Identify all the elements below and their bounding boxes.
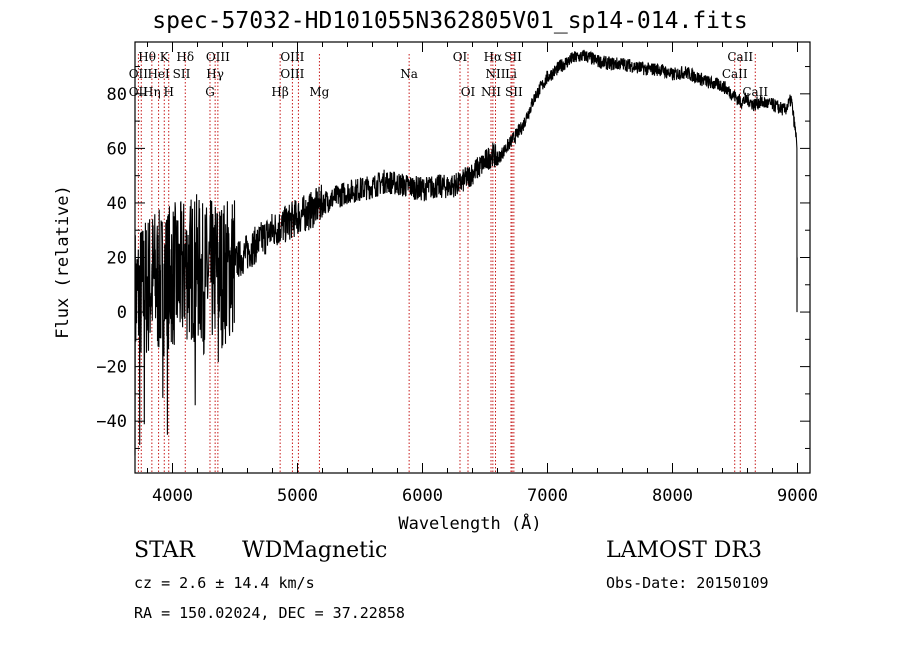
feature-label: NII	[481, 85, 501, 99]
feature-label: Hα	[484, 50, 503, 64]
redshift-text: cz = 2.6 ± 14.4 km/s	[134, 574, 315, 592]
feature-label: Hδ	[176, 50, 194, 64]
feature-label: OI	[461, 85, 476, 99]
feature-label: CaII	[742, 85, 768, 99]
feature-label: CaII	[727, 50, 753, 64]
feature-label: CaII	[722, 67, 748, 81]
feature-label: H	[164, 85, 174, 99]
feature-label: SII	[173, 67, 191, 81]
y-tick-label: −20	[96, 358, 127, 378]
feature-label: OIII	[280, 50, 304, 64]
feature-label: Na	[400, 67, 418, 81]
feature-label: OI	[453, 50, 468, 64]
feature-label: OIII	[280, 67, 304, 81]
observation-date: Obs-Date: 20150109	[606, 574, 769, 592]
x-tick-label: 8000	[652, 486, 693, 506]
coordinates: RA = 150.02024, DEC = 37.22858	[134, 604, 405, 622]
feature-label: OII	[129, 67, 149, 81]
plot-frame	[134, 41, 811, 474]
feature-label: HeI	[147, 67, 170, 81]
y-axis-label: Flux (relative)	[53, 185, 73, 339]
y-tick-label: 40	[107, 194, 127, 214]
y-tick-label: 60	[107, 139, 127, 159]
feature-label: NII	[486, 67, 506, 81]
x-tick-label: 7000	[527, 486, 568, 506]
object-class: STAR	[134, 538, 195, 563]
y-axis-ticks: −40 −20 0 20 40 60 80	[96, 66, 810, 449]
feature-label: OII	[129, 85, 149, 99]
feature-label: Hγ	[206, 67, 224, 81]
y-tick-label: −40	[96, 412, 127, 432]
feature-label: K	[160, 50, 170, 64]
spectrum-line	[134, 49, 798, 456]
feature-label: G	[205, 85, 215, 99]
chart-title: spec-57032-HD101055N362805V01_sp14-014.f…	[152, 8, 748, 34]
x-tick-label: 6000	[402, 486, 443, 506]
x-axis-label: Wavelength (Å)	[398, 512, 541, 534]
y-tick-label: 20	[107, 249, 127, 269]
survey-name: LAMOST DR3	[606, 538, 762, 563]
feature-label: Hη	[143, 85, 161, 99]
feature-label: SII	[505, 85, 523, 99]
object-subclass: WDMagnetic	[242, 538, 388, 563]
feature-label: Mg	[309, 85, 329, 99]
x-tick-label: 4000	[152, 486, 193, 506]
x-axis-ticks: 4000 5000 6000 7000 8000 9000	[147, 42, 818, 506]
feature-label: SII	[504, 50, 522, 64]
feature-label: Hβ	[271, 85, 288, 99]
x-tick-label: 9000	[777, 486, 818, 506]
feature-label: Hθ	[138, 50, 156, 64]
y-tick-label: 0	[117, 303, 127, 323]
y-tick-label: 80	[107, 85, 127, 105]
feature-label: Li	[505, 67, 517, 81]
x-tick-label: 5000	[277, 486, 318, 506]
feature-label: OIII	[206, 50, 230, 64]
